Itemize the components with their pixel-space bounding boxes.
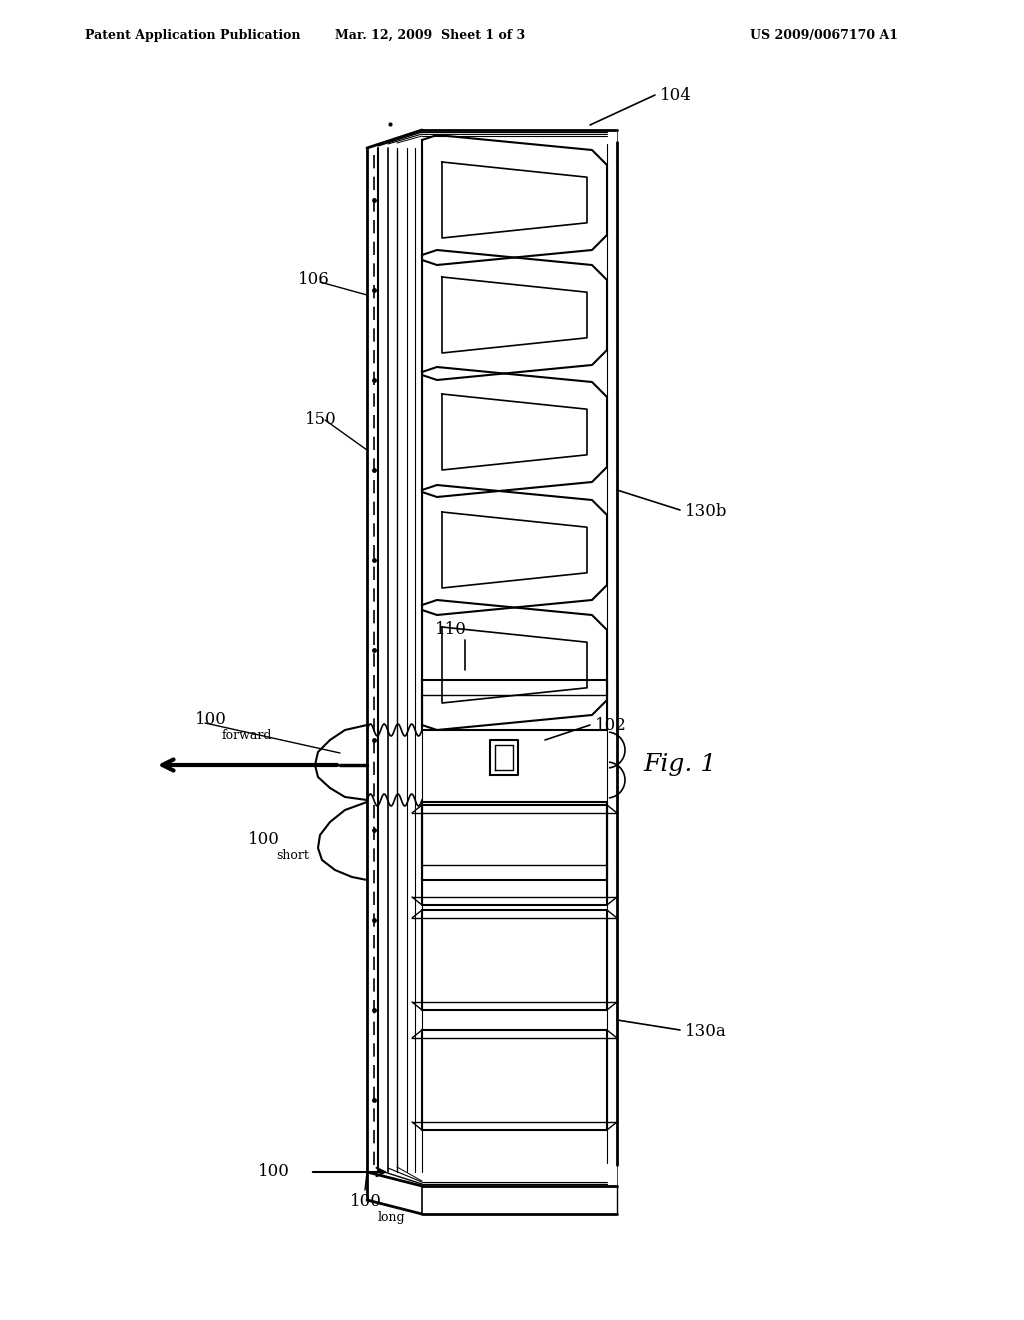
Text: 106: 106 bbox=[298, 272, 330, 289]
Text: forward: forward bbox=[222, 729, 272, 742]
Text: US 2009/0067170 A1: US 2009/0067170 A1 bbox=[750, 29, 898, 41]
Text: 102: 102 bbox=[595, 717, 627, 734]
Text: 100: 100 bbox=[350, 1193, 382, 1210]
Text: long: long bbox=[378, 1210, 406, 1224]
Text: 130a: 130a bbox=[685, 1023, 727, 1040]
Text: 130b: 130b bbox=[685, 503, 727, 520]
Text: 100: 100 bbox=[258, 1163, 290, 1180]
Text: 104: 104 bbox=[660, 87, 692, 103]
Text: Fig. 1: Fig. 1 bbox=[643, 754, 717, 776]
Text: 100: 100 bbox=[248, 832, 280, 849]
Text: short: short bbox=[276, 849, 309, 862]
Text: Mar. 12, 2009  Sheet 1 of 3: Mar. 12, 2009 Sheet 1 of 3 bbox=[335, 29, 525, 41]
Text: 110: 110 bbox=[435, 622, 467, 639]
Text: Patent Application Publication: Patent Application Publication bbox=[85, 29, 300, 41]
Text: 100: 100 bbox=[195, 711, 227, 729]
Text: 150: 150 bbox=[305, 412, 337, 429]
